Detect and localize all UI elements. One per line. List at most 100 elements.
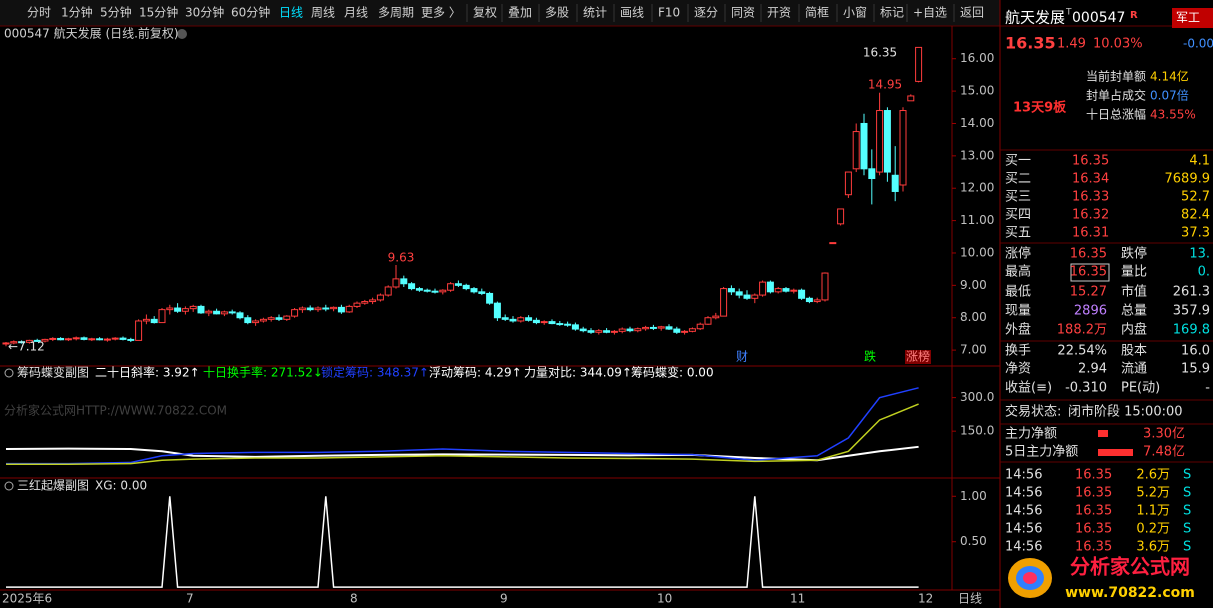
candle-body [166,307,174,311]
y-tick-label: 16.00 [960,51,994,65]
x-tick-label: 7 [186,592,194,606]
candle-body [610,330,618,333]
label: 5日主力净额 [1005,445,1078,460]
candle-body [259,318,267,322]
label: 4.14亿 [1150,69,1189,84]
price-annotation: 16.35 [863,46,897,60]
x-tick-label: 8 [350,592,358,606]
toolbar-button[interactable]: 60分钟 [231,5,270,20]
label: R [1130,10,1138,21]
toolbar-button[interactable]: 画线 [620,6,644,20]
candle-body [712,315,720,319]
trade-tick: 16.35 [1075,504,1112,519]
toolbar-bg [0,0,1000,26]
label: 1.49 [1057,37,1086,52]
label: 股本 [1121,344,1147,359]
indicator-line [6,403,919,466]
candle-body [2,342,10,345]
toolbar-button[interactable]: 小窗 [843,6,867,20]
y-tick-label: 0.50 [960,534,987,548]
candle-body [876,110,884,173]
candle-body [142,318,150,322]
signal-line [6,496,919,588]
toolbar-button[interactable]: 更多 〉 [421,6,461,20]
toolbar-button[interactable]: 开资 [767,6,791,20]
trade-tick: S [1183,522,1191,537]
candle-body [486,292,494,304]
candle-body [189,305,197,310]
label: 16.35 [1072,154,1109,169]
toolbar-button[interactable]: 同资 [731,6,755,20]
toolbar-button[interactable]: 多周期 [378,6,414,20]
indicator-readout: XG: 0.00 [95,479,147,493]
label: 交易状态: [1005,404,1061,420]
toolbar-button[interactable]: F10 [658,6,680,20]
candle-body [18,341,26,344]
candle-body [353,302,361,307]
candle-body [80,337,88,340]
toolbar-button[interactable]: +自选 [913,6,947,20]
label: -0.00 [1183,37,1213,51]
marker-bg [905,350,931,364]
event-marker: 财 [736,350,748,364]
candle-body [564,323,572,326]
label: 10.03% [1093,37,1143,52]
toolbar-button[interactable]: 逐分 [694,6,718,20]
toolbar-button[interactable]: 标记 [880,6,904,20]
candle-body [415,288,423,291]
candle-body [915,46,923,82]
toolbar-button[interactable]: 5分钟 [100,5,132,20]
y-tick-label: 10.00 [960,245,994,259]
label: 现量 [1005,304,1031,319]
candle-body [618,328,626,332]
label: 闭市阶段 15:00:00 [1068,404,1183,420]
candle-body [291,309,299,317]
candle-body [337,306,345,313]
candle-body [150,318,158,324]
label: 十日总涨幅 [1086,107,1146,122]
toolbar-button[interactable]: 日线 [279,6,303,20]
candle-body [174,307,182,312]
toolbar-button[interactable]: 月线 [344,6,368,20]
label: 买三 [1005,190,1031,205]
label: 涨停 [1005,246,1031,262]
y-tick-label: 13.00 [960,148,994,162]
label: 筹码蝶变副图 [17,365,89,380]
toolbar-button[interactable]: 1分钟 [61,5,93,20]
candle-body [283,315,291,320]
label: 主力净额 [1005,427,1057,442]
candle-body [657,326,665,329]
candle-body [111,337,119,340]
label: 内盘 [1121,322,1147,338]
toolbar-button[interactable]: 15分钟 [139,5,178,20]
toolbar-button[interactable]: 分时 [27,6,51,20]
toolbar-button[interactable]: 复权 [473,6,497,20]
trade-tick: S [1183,540,1191,555]
candle-body [501,317,509,320]
toolbar-button[interactable]: 30分钟 [185,5,224,20]
toolbar-button[interactable]: 多股 [545,6,569,20]
label: 16.35 [1070,265,1107,280]
toolbar-button[interactable]: 叠加 [508,6,532,20]
candle-body [540,321,548,324]
toolbar-button[interactable]: 周线 [311,6,335,20]
toolbar-button[interactable]: 返回 [960,6,984,20]
candle-body [33,339,41,342]
label: 最高 [1005,264,1031,280]
candle-body [532,319,540,324]
candle-body [423,289,431,292]
label: 军工 [1176,11,1200,25]
label: 三红起爆副图 [17,478,89,493]
toolbar-button[interactable]: 统计 [583,6,607,20]
label: 357.9 [1173,304,1210,319]
candle-body [330,306,338,310]
price-annotation: 14.95 [868,78,902,92]
candle-body [517,317,525,322]
toolbar-button[interactable]: 简框 [805,6,829,20]
y-tick-label: 8.00 [960,310,987,324]
label: 收益(≡) [1005,381,1052,396]
candle-body [751,294,759,299]
indicator-readout: 浮动筹码: 4.29↑ [429,366,522,380]
trade-tick: 14:56 [1005,522,1042,537]
logo-url: www.70822.com [1065,585,1195,601]
